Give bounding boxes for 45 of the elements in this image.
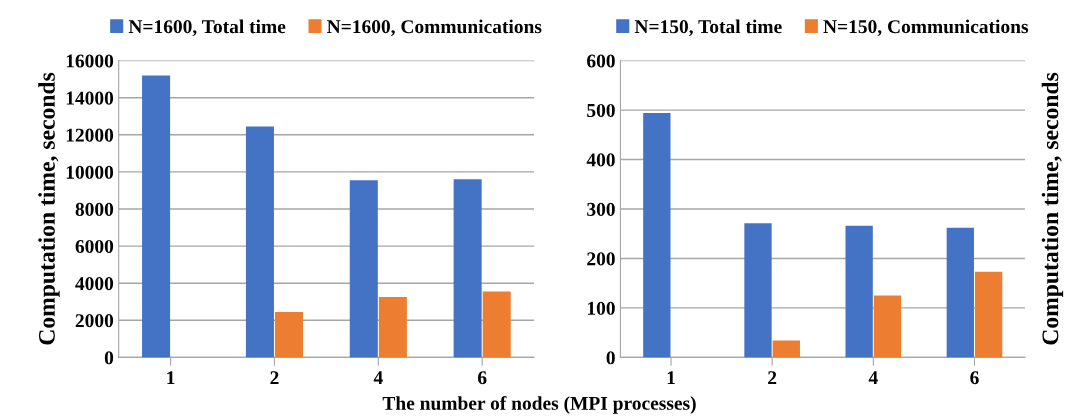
x-tick-label: 6 [970,371,979,385]
bar [772,340,800,358]
y-tick-label: 12000 [66,128,114,142]
bar [453,179,482,358]
y-tick-label: 8000 [75,202,114,216]
y-tick-label: 16000 [66,54,114,68]
x-axis-title: The number of nodes (MPI processes) [382,395,696,414]
x-tick-label: 1 [667,371,675,385]
x-tick-label: 2 [270,371,279,385]
y-axis-title: Computation time, seconds [1041,72,1064,345]
bar [974,271,1003,358]
y-tick-label: 6000 [75,239,114,254]
y-tick-label: 0 [606,351,615,365]
y-tick-label: 100 [587,301,615,315]
y-tick-label: 4000 [75,277,114,291]
legend-label: N=150, Total time [634,19,782,37]
bar [378,297,407,358]
legend-label: N=1600, Total time [128,19,286,37]
bar [274,311,304,358]
bar [845,225,873,358]
x-tick-label: 4 [868,371,878,385]
x-tick-label: 1 [167,371,175,385]
legend-label: N=150, Communications [823,19,1029,37]
y-tick-label: 600 [587,54,615,68]
bar [482,291,511,358]
y-axis-title: Computation time, seconds [38,72,60,345]
x-tick-label: 4 [373,371,383,385]
y-tick-label: 14000 [66,91,114,105]
y-tick-label: 200 [587,252,615,266]
y-tick-label: 2000 [75,314,114,328]
bar [142,75,171,358]
legend-label: N=1600, Communications [327,19,542,37]
bar [643,113,671,358]
bar [349,180,378,358]
y-tick-label: 10000 [66,165,114,179]
bar [245,126,274,358]
x-tick-label: 2 [768,371,777,385]
y-tick-label: 0 [104,351,114,365]
y-tick-label: 400 [586,153,615,167]
bar [946,227,974,358]
bar [744,223,772,358]
x-tick-label: 6 [477,371,487,385]
y-tick-label: 300 [587,202,615,216]
y-tick-label: 500 [587,103,615,118]
bar [873,295,902,358]
